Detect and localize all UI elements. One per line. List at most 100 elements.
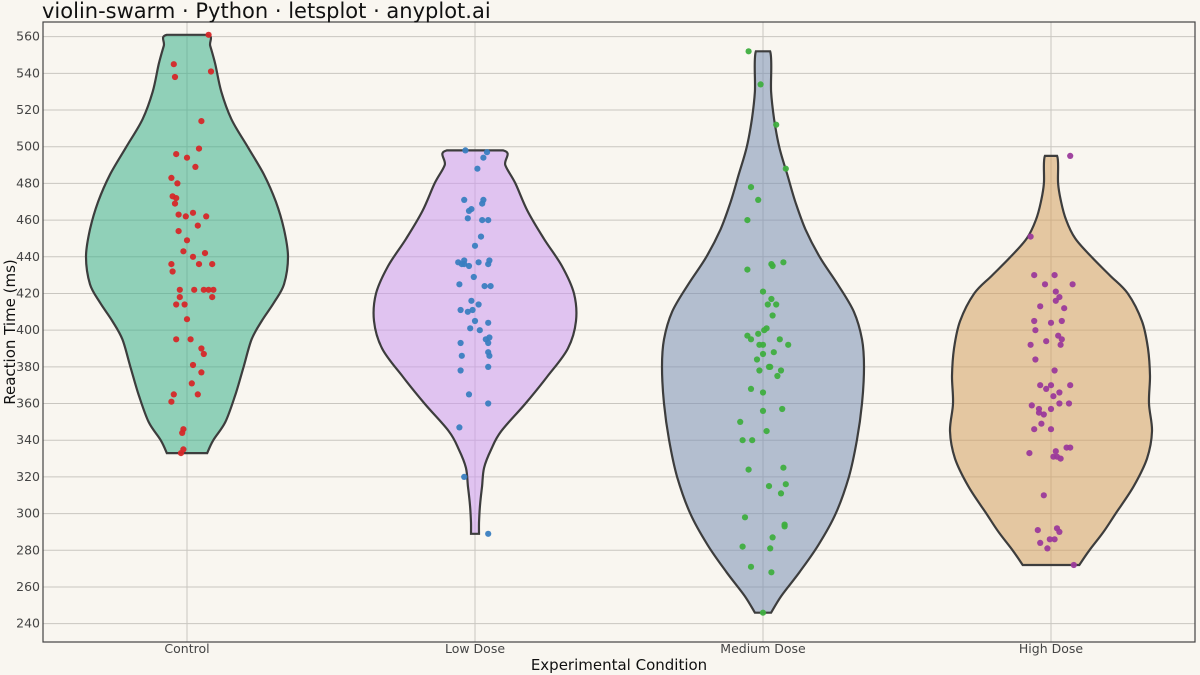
data-point	[1067, 152, 1074, 159]
y-tick-label: 440	[16, 249, 40, 264]
data-point	[757, 81, 764, 88]
data-point	[191, 286, 198, 293]
data-point	[744, 217, 751, 224]
point-layer	[168, 31, 1077, 616]
data-point	[481, 283, 488, 290]
y-tick-label: 260	[16, 579, 40, 594]
data-point	[1037, 303, 1044, 310]
data-point	[759, 350, 767, 358]
data-point	[461, 196, 468, 203]
data-point	[168, 261, 175, 268]
data-point	[475, 301, 482, 308]
data-point	[457, 339, 464, 347]
data-point	[486, 257, 493, 264]
data-point	[1053, 525, 1061, 532]
data-point	[210, 286, 217, 293]
data-point	[485, 530, 492, 537]
data-point	[479, 217, 486, 224]
data-point	[1026, 450, 1033, 457]
data-point	[774, 372, 781, 380]
data-point	[1031, 317, 1038, 325]
data-point	[468, 297, 475, 304]
data-point	[1047, 382, 1055, 389]
data-point	[773, 121, 780, 128]
data-point	[175, 211, 182, 218]
data-point	[1040, 492, 1047, 499]
data-point	[769, 312, 776, 319]
data-point	[476, 327, 483, 334]
data-point	[1051, 367, 1058, 374]
data-point	[1027, 233, 1034, 240]
data-point	[1052, 288, 1059, 295]
data-point	[776, 336, 783, 343]
data-point	[189, 253, 197, 260]
data-point	[777, 367, 785, 374]
data-point	[1050, 393, 1057, 400]
data-point	[1037, 539, 1044, 547]
data-point	[485, 363, 492, 370]
data-point	[180, 446, 187, 453]
data-point	[759, 288, 767, 295]
y-tick-label: 300	[16, 506, 40, 521]
plot-frame	[42, 21, 1196, 643]
data-point	[755, 196, 762, 203]
data-point	[485, 217, 492, 224]
violin-layer	[84, 33, 1154, 614]
data-point	[1056, 400, 1063, 407]
data-point	[745, 466, 752, 473]
data-point	[1055, 332, 1062, 339]
data-point	[1047, 405, 1055, 413]
y-tick-label: 380	[16, 359, 40, 374]
data-point	[1050, 453, 1057, 460]
data-point	[768, 569, 775, 576]
data-point	[765, 483, 773, 490]
data-point	[1031, 426, 1038, 433]
data-point	[477, 233, 485, 240]
data-point	[747, 563, 755, 570]
data-point	[188, 380, 195, 387]
data-point	[209, 294, 216, 301]
data-point	[782, 481, 789, 488]
data-point	[203, 213, 210, 220]
data-point	[739, 437, 746, 444]
data-point	[198, 345, 205, 352]
data-point	[180, 426, 187, 433]
data-point	[749, 437, 756, 444]
data-point	[465, 391, 473, 398]
data-point	[756, 367, 763, 374]
data-point	[183, 316, 191, 323]
data-point	[205, 31, 212, 38]
data-point	[458, 261, 465, 268]
data-point	[183, 237, 191, 244]
data-point	[209, 261, 216, 268]
y-tick-label: 240	[16, 616, 40, 631]
data-point	[175, 228, 182, 235]
data-point	[485, 400, 492, 407]
data-point	[1032, 356, 1039, 363]
data-point	[173, 336, 180, 343]
data-point	[192, 163, 199, 170]
data-point	[1051, 536, 1058, 543]
data-point	[173, 301, 180, 308]
data-point	[201, 250, 209, 257]
data-point	[753, 356, 761, 363]
data-point	[464, 215, 471, 222]
data-point	[456, 281, 463, 288]
data-point	[205, 286, 212, 293]
data-point	[171, 200, 179, 207]
data-point	[168, 174, 175, 181]
data-point	[756, 341, 763, 348]
data-point	[456, 424, 463, 431]
data-point	[1037, 382, 1044, 389]
data-point	[465, 207, 473, 214]
data-point	[461, 473, 468, 480]
data-point	[1070, 561, 1077, 569]
data-point	[1035, 405, 1043, 413]
data-point	[1043, 385, 1050, 392]
data-point	[200, 350, 207, 358]
data-point	[464, 308, 471, 315]
data-point	[174, 180, 181, 187]
data-point	[779, 405, 786, 413]
data-point	[770, 349, 777, 356]
